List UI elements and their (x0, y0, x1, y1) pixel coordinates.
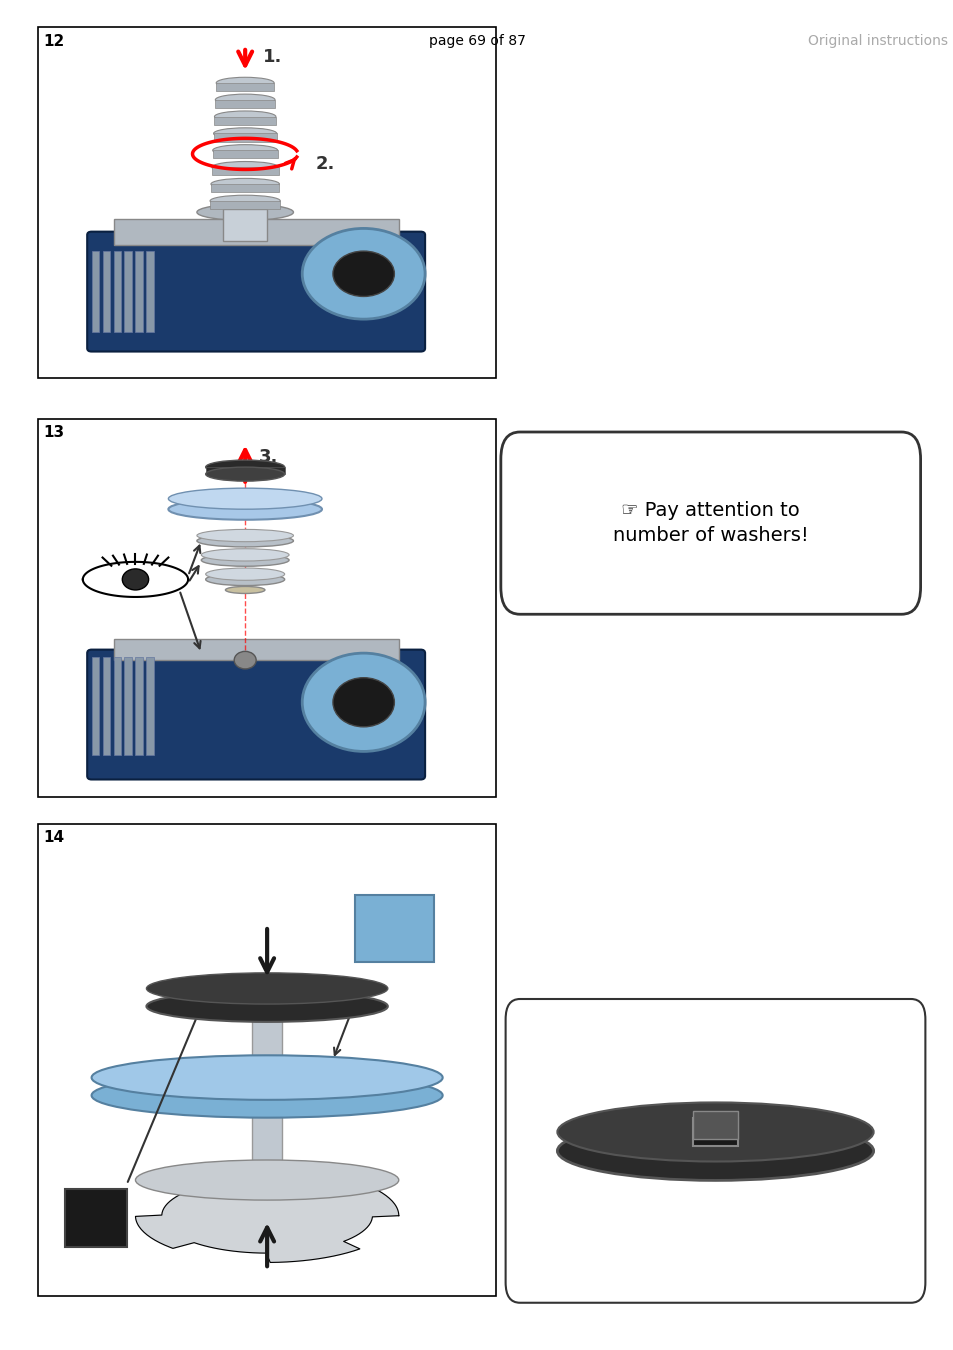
Bar (693, 1118, 737, 1146)
Ellipse shape (196, 529, 294, 541)
Ellipse shape (201, 548, 289, 562)
Text: 13: 13 (43, 425, 64, 440)
Ellipse shape (213, 144, 277, 157)
FancyBboxPatch shape (505, 999, 924, 1303)
Bar (216, 82, 274, 90)
Text: 2.: 2. (315, 155, 335, 173)
Bar (135, 656, 143, 755)
FancyBboxPatch shape (38, 418, 496, 796)
Ellipse shape (557, 1103, 873, 1161)
Ellipse shape (252, 1011, 282, 1019)
Ellipse shape (211, 178, 279, 190)
Ellipse shape (206, 568, 284, 580)
FancyBboxPatch shape (355, 895, 434, 961)
Ellipse shape (212, 162, 278, 173)
FancyBboxPatch shape (500, 432, 920, 614)
Polygon shape (135, 1169, 398, 1262)
Ellipse shape (215, 95, 274, 105)
Text: ☞ Pay attention to
number of washers!: ☞ Pay attention to number of washers! (612, 501, 808, 545)
Text: 12: 12 (43, 34, 64, 49)
FancyBboxPatch shape (113, 219, 398, 244)
Ellipse shape (147, 973, 387, 1004)
Text: 1.: 1. (262, 47, 282, 66)
FancyBboxPatch shape (65, 1189, 127, 1247)
Bar (91, 656, 99, 755)
Ellipse shape (196, 535, 294, 547)
FancyBboxPatch shape (113, 639, 398, 660)
Bar (124, 656, 132, 755)
Bar (91, 251, 99, 332)
Bar (252, 1015, 282, 1193)
Text: Original instructions: Original instructions (807, 34, 946, 47)
Bar (223, 209, 267, 242)
Ellipse shape (213, 128, 276, 139)
Circle shape (122, 568, 149, 590)
Ellipse shape (214, 111, 275, 123)
Bar (213, 134, 276, 142)
Bar (124, 251, 132, 332)
Bar (210, 201, 280, 209)
Ellipse shape (147, 991, 387, 1022)
Ellipse shape (225, 586, 265, 594)
Text: 3.: 3. (258, 448, 277, 466)
Bar (215, 100, 274, 108)
Ellipse shape (196, 204, 294, 220)
Ellipse shape (201, 554, 289, 566)
FancyBboxPatch shape (87, 232, 425, 351)
Bar (206, 467, 284, 474)
Bar (147, 251, 154, 332)
Ellipse shape (216, 77, 274, 89)
Bar (211, 184, 279, 192)
Ellipse shape (169, 489, 322, 509)
FancyBboxPatch shape (38, 824, 496, 1296)
Circle shape (302, 228, 425, 319)
FancyBboxPatch shape (87, 649, 425, 779)
Bar (103, 656, 111, 755)
Bar (113, 656, 121, 755)
Circle shape (302, 653, 425, 752)
Bar (693, 1111, 737, 1139)
Ellipse shape (206, 460, 284, 474)
Ellipse shape (210, 196, 280, 207)
Text: 14: 14 (43, 830, 64, 845)
Bar (214, 116, 275, 124)
FancyBboxPatch shape (38, 27, 496, 378)
Ellipse shape (206, 467, 284, 481)
Ellipse shape (206, 574, 284, 586)
Bar (213, 150, 277, 158)
Bar (212, 167, 278, 176)
Ellipse shape (91, 1073, 442, 1118)
Ellipse shape (91, 1056, 442, 1100)
Bar (135, 251, 143, 332)
Ellipse shape (557, 1122, 873, 1180)
Text: page 69 of 87: page 69 of 87 (428, 34, 525, 47)
Circle shape (234, 652, 255, 670)
Ellipse shape (169, 498, 322, 520)
Bar (103, 251, 111, 332)
Bar (113, 251, 121, 332)
Circle shape (333, 251, 394, 297)
Bar (147, 656, 154, 755)
Ellipse shape (135, 1160, 398, 1200)
Circle shape (333, 678, 394, 726)
